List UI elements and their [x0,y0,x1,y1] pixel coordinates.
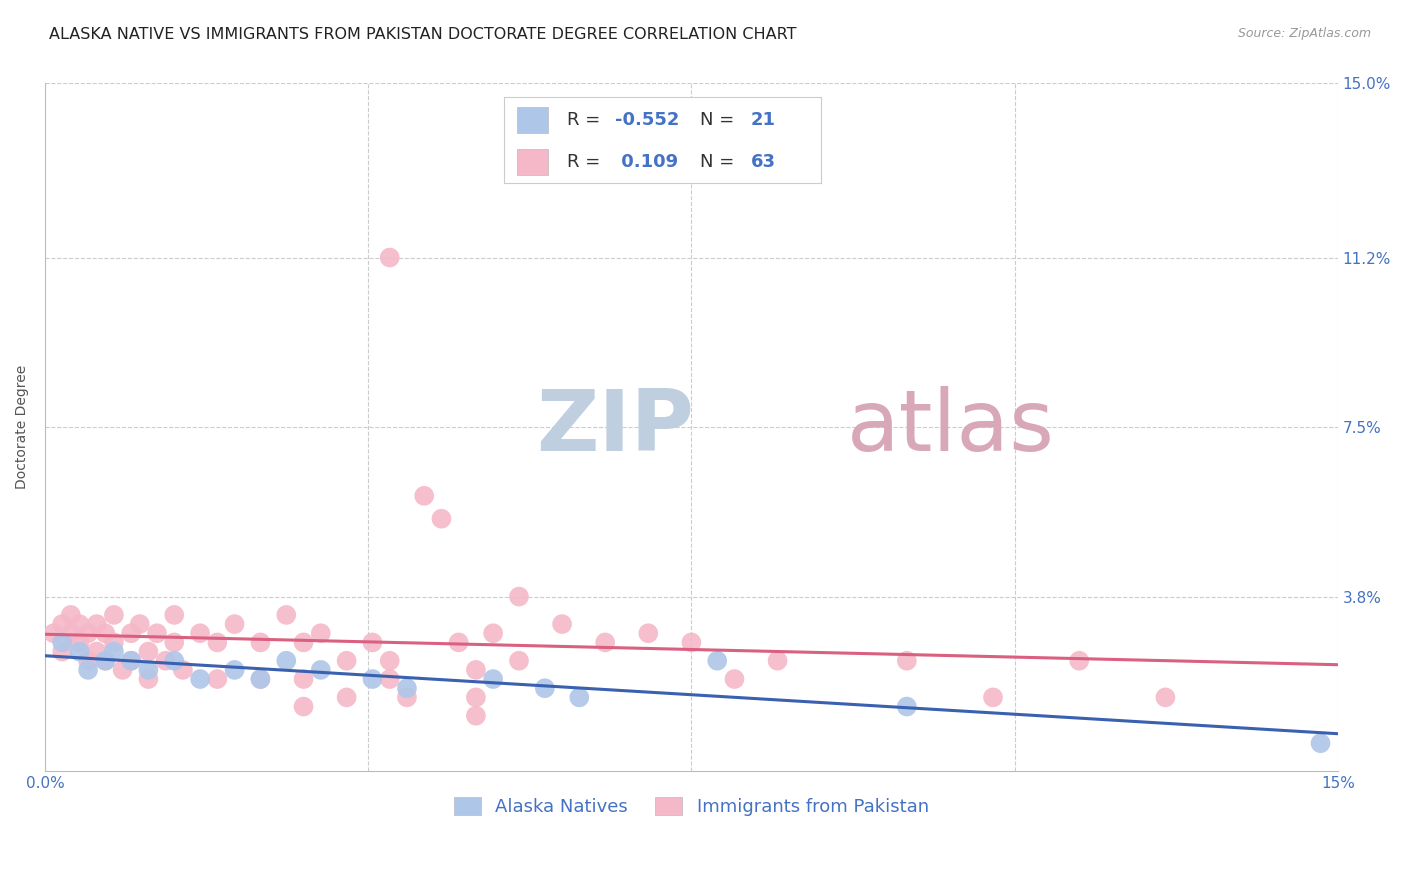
Point [593,635,616,649]
Point [94,654,117,668]
Point [224,663,246,677]
Point [77,626,100,640]
Point [1154,690,1177,705]
Point [378,672,401,686]
Point [292,635,315,649]
Point [224,617,246,632]
Point [249,672,271,686]
Point [292,699,315,714]
Point [77,663,100,677]
Point [981,690,1004,705]
Point [207,672,229,686]
Point [361,672,384,686]
Point [188,672,211,686]
Point [94,626,117,640]
Point [138,663,160,677]
Point [163,635,186,649]
Point [336,690,359,705]
Point [111,663,134,677]
Point [59,626,82,640]
Point [155,654,177,668]
Text: ALASKA NATIVE VS IMMIGRANTS FROM PAKISTAN DOCTORATE DEGREE CORRELATION CHART: ALASKA NATIVE VS IMMIGRANTS FROM PAKISTA… [49,27,797,42]
Point [86,617,108,632]
Point [51,635,73,649]
Point [508,590,530,604]
Point [120,654,142,668]
Point [681,635,703,649]
Point [120,654,142,668]
Point [534,681,557,696]
Point [163,654,186,668]
Point [336,654,359,668]
Point [413,489,436,503]
Point [896,654,918,668]
Legend: Alaska Natives, Immigrants from Pakistan: Alaska Natives, Immigrants from Pakistan [447,789,936,823]
Point [447,635,470,649]
Point [77,654,100,668]
Point [86,644,108,658]
Point [69,617,91,632]
Point [103,635,125,649]
Point [309,663,332,677]
Point [482,672,505,686]
Point [163,607,186,622]
Point [138,672,160,686]
Point [1309,736,1331,750]
Point [51,617,73,632]
Point [766,654,789,668]
Point [146,626,169,640]
Point [378,654,401,668]
Point [395,681,418,696]
Point [59,607,82,622]
Point [276,607,298,622]
Point [430,512,453,526]
Point [42,626,65,640]
Point [103,644,125,658]
Point [172,663,194,677]
Text: ZIP: ZIP [536,385,695,468]
Point [568,690,591,705]
Point [723,672,745,686]
Point [128,617,150,632]
Point [69,644,91,658]
Point [1069,654,1091,668]
Point [138,644,160,658]
Point [508,654,530,668]
Point [249,672,271,686]
Text: Source: ZipAtlas.com: Source: ZipAtlas.com [1237,27,1371,40]
Point [482,626,505,640]
Point [309,626,332,640]
Point [249,635,271,649]
Point [188,626,211,640]
Point [637,626,659,640]
Point [120,626,142,640]
Point [896,699,918,714]
Point [464,708,486,723]
Point [464,690,486,705]
Point [551,617,574,632]
Point [207,635,229,649]
Point [464,663,486,677]
Point [378,251,401,265]
Point [51,644,73,658]
Y-axis label: Doctorate Degree: Doctorate Degree [15,365,30,489]
Point [706,654,728,668]
Text: atlas: atlas [846,385,1054,468]
Point [292,672,315,686]
Point [94,654,117,668]
Point [395,690,418,705]
Point [103,607,125,622]
Point [276,654,298,668]
Point [361,635,384,649]
Point [69,635,91,649]
